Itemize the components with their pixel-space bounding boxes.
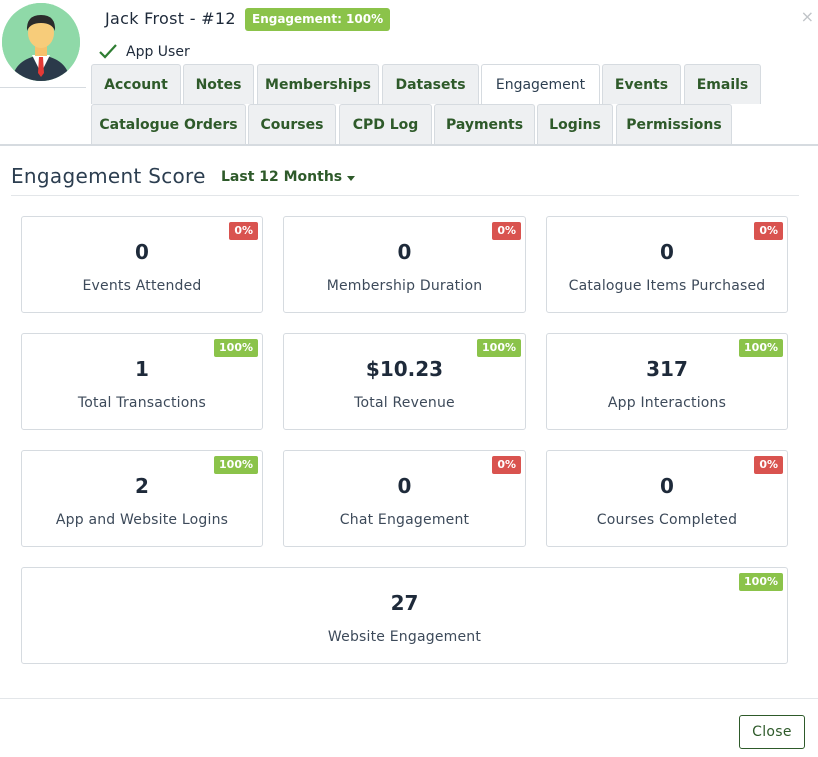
tab-memberships[interactable]: Memberships [257,64,379,104]
check-icon [99,44,117,59]
metric-value: 0 [135,240,149,264]
tab-notes[interactable]: Notes [183,64,254,104]
metric-card-catalogue-items-purchased: 0 Catalogue Items Purchased 0% [546,216,788,313]
metric-card-courses-completed: 0 Courses Completed 0% [546,450,788,547]
tabs-divider [0,144,818,146]
metric-card-membership-duration: 0 Membership Duration 0% [283,216,526,313]
tab-datasets[interactable]: Datasets [382,64,479,104]
metric-label: App and Website Logins [55,512,229,528]
metric-label: Membership Duration [326,278,483,294]
footer-divider [0,698,818,699]
close-icon[interactable]: × [800,7,814,26]
tab-catalogue-orders[interactable]: Catalogue Orders [91,104,246,144]
tab-account[interactable]: Account [91,64,181,104]
section-divider [11,195,799,196]
metric-value: 0 [397,474,412,498]
caret-down-icon [347,175,356,181]
metric-percent-badge: 100% [477,339,521,357]
metric-card-events-attended: 0 Events Attended 0% [21,216,263,313]
metric-value: $10.23 [365,357,444,381]
metric-value: 27 [390,591,419,615]
metric-label: Website Engagement [327,629,482,645]
metric-percent-badge: 0% [754,456,783,474]
metric-label: Total Transactions [77,395,207,411]
metric-percent-badge: 0% [492,456,521,474]
metric-value: 2 [135,474,149,498]
user-name: Jack Frost - #12 [105,9,236,28]
metric-value: 317 [646,357,688,381]
tab-logins[interactable]: Logins [537,104,613,144]
metric-percent-badge: 0% [492,222,521,240]
metric-percent-badge: 100% [739,573,783,591]
businessman-avatar-icon [2,3,80,81]
tab-emails[interactable]: Emails [684,64,761,104]
metric-label: Courses Completed [596,512,738,528]
tab-permissions[interactable]: Permissions [616,104,732,144]
period-label: Last 12 Months [221,169,343,185]
user-avatar [2,3,80,81]
tab-courses[interactable]: Courses [248,104,336,144]
metric-value: 0 [660,474,674,498]
tab-cpd-log[interactable]: CPD Log [339,104,432,144]
metric-percent-badge: 0% [229,222,258,240]
close-button[interactable]: Close [739,715,805,749]
metric-card-app-interactions: 317 App Interactions 100% [546,333,788,430]
metric-label: Total Revenue [354,395,455,411]
section-title: Engagement Score [11,164,206,188]
metric-percent-badge: 100% [739,339,783,357]
metric-label: Events Attended [82,278,202,294]
metric-label: Chat Engagement [339,512,470,528]
metric-value: 0 [660,240,674,264]
metric-card-total-revenue: $10.23 Total Revenue 100% [283,333,526,430]
period-dropdown[interactable]: Last 12 Months [221,169,356,185]
tab-payments[interactable]: Payments [434,104,535,144]
metric-percent-badge: 100% [214,339,258,357]
metric-card-website-engagement: 27 Website Engagement 100% [21,567,788,664]
metric-label: Catalogue Items Purchased [568,278,766,294]
metric-value: 1 [135,357,149,381]
engagement-badge: Engagement: 100% [245,8,391,31]
tab-engagement[interactable]: Engagement [481,64,600,104]
header-divider [0,87,86,88]
user-role: App User [98,43,190,61]
metric-percent-badge: 0% [754,222,783,240]
tab-events[interactable]: Events [602,64,681,104]
metric-percent-badge: 100% [214,456,258,474]
metric-card-chat-engagement: 0 Chat Engagement 0% [283,450,526,547]
metric-label: App Interactions [607,395,727,411]
user-role-label: App User [126,44,190,60]
metric-card-app-and-website-logins: 2 App and Website Logins 100% [21,450,263,547]
metric-card-total-transactions: 1 Total Transactions 100% [21,333,263,430]
metric-value: 0 [397,240,412,264]
